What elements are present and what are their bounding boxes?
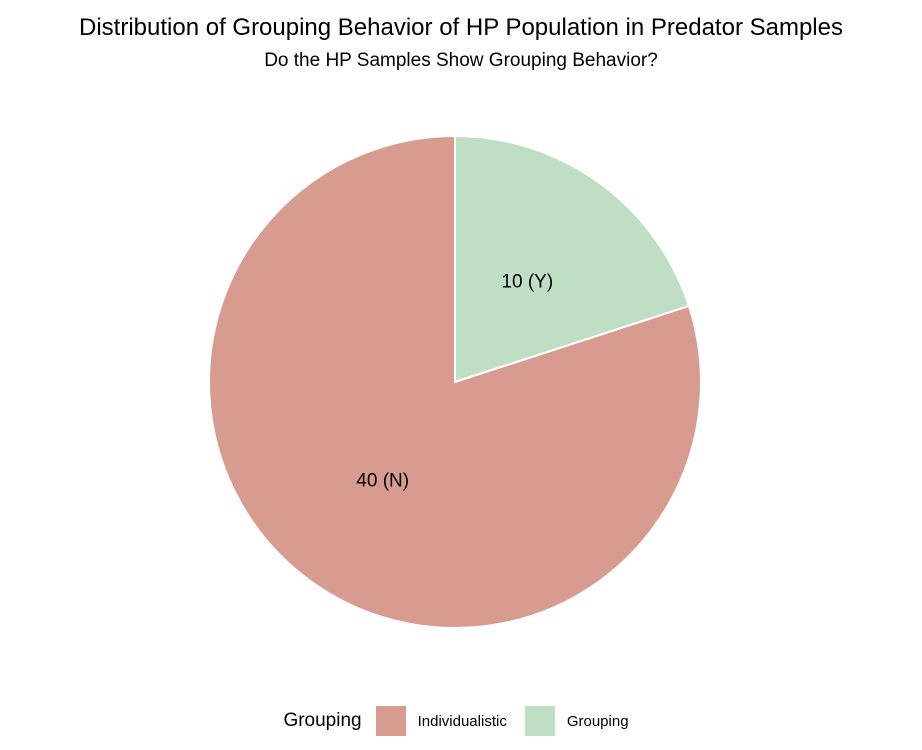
legend-title: Grouping: [283, 710, 362, 731]
legend-label-individualistic: Individualistic: [417, 712, 507, 730]
legend-label-grouping: Grouping: [566, 712, 629, 730]
legend-item-individualistic: Individualistic: [375, 706, 507, 736]
legend-swatch-grouping: [524, 706, 555, 736]
chart-subtitle: Do the HP Samples Show Grouping Behavior…: [264, 50, 658, 71]
legend-swatch-individualistic: [375, 706, 406, 736]
slice-label-grouping: 10 (Y): [501, 272, 553, 293]
chart-title: Distribution of Grouping Behavior of HP …: [79, 14, 843, 41]
pie-slice-individualistic: [208, 134, 702, 629]
legend-item-grouping: Grouping: [524, 706, 629, 736]
slice-label-individualistic: 40 (N): [356, 471, 409, 492]
legend: Grouping Individualistic Grouping: [0, 704, 922, 738]
pie-slice-grouping: [454, 134, 691, 384]
